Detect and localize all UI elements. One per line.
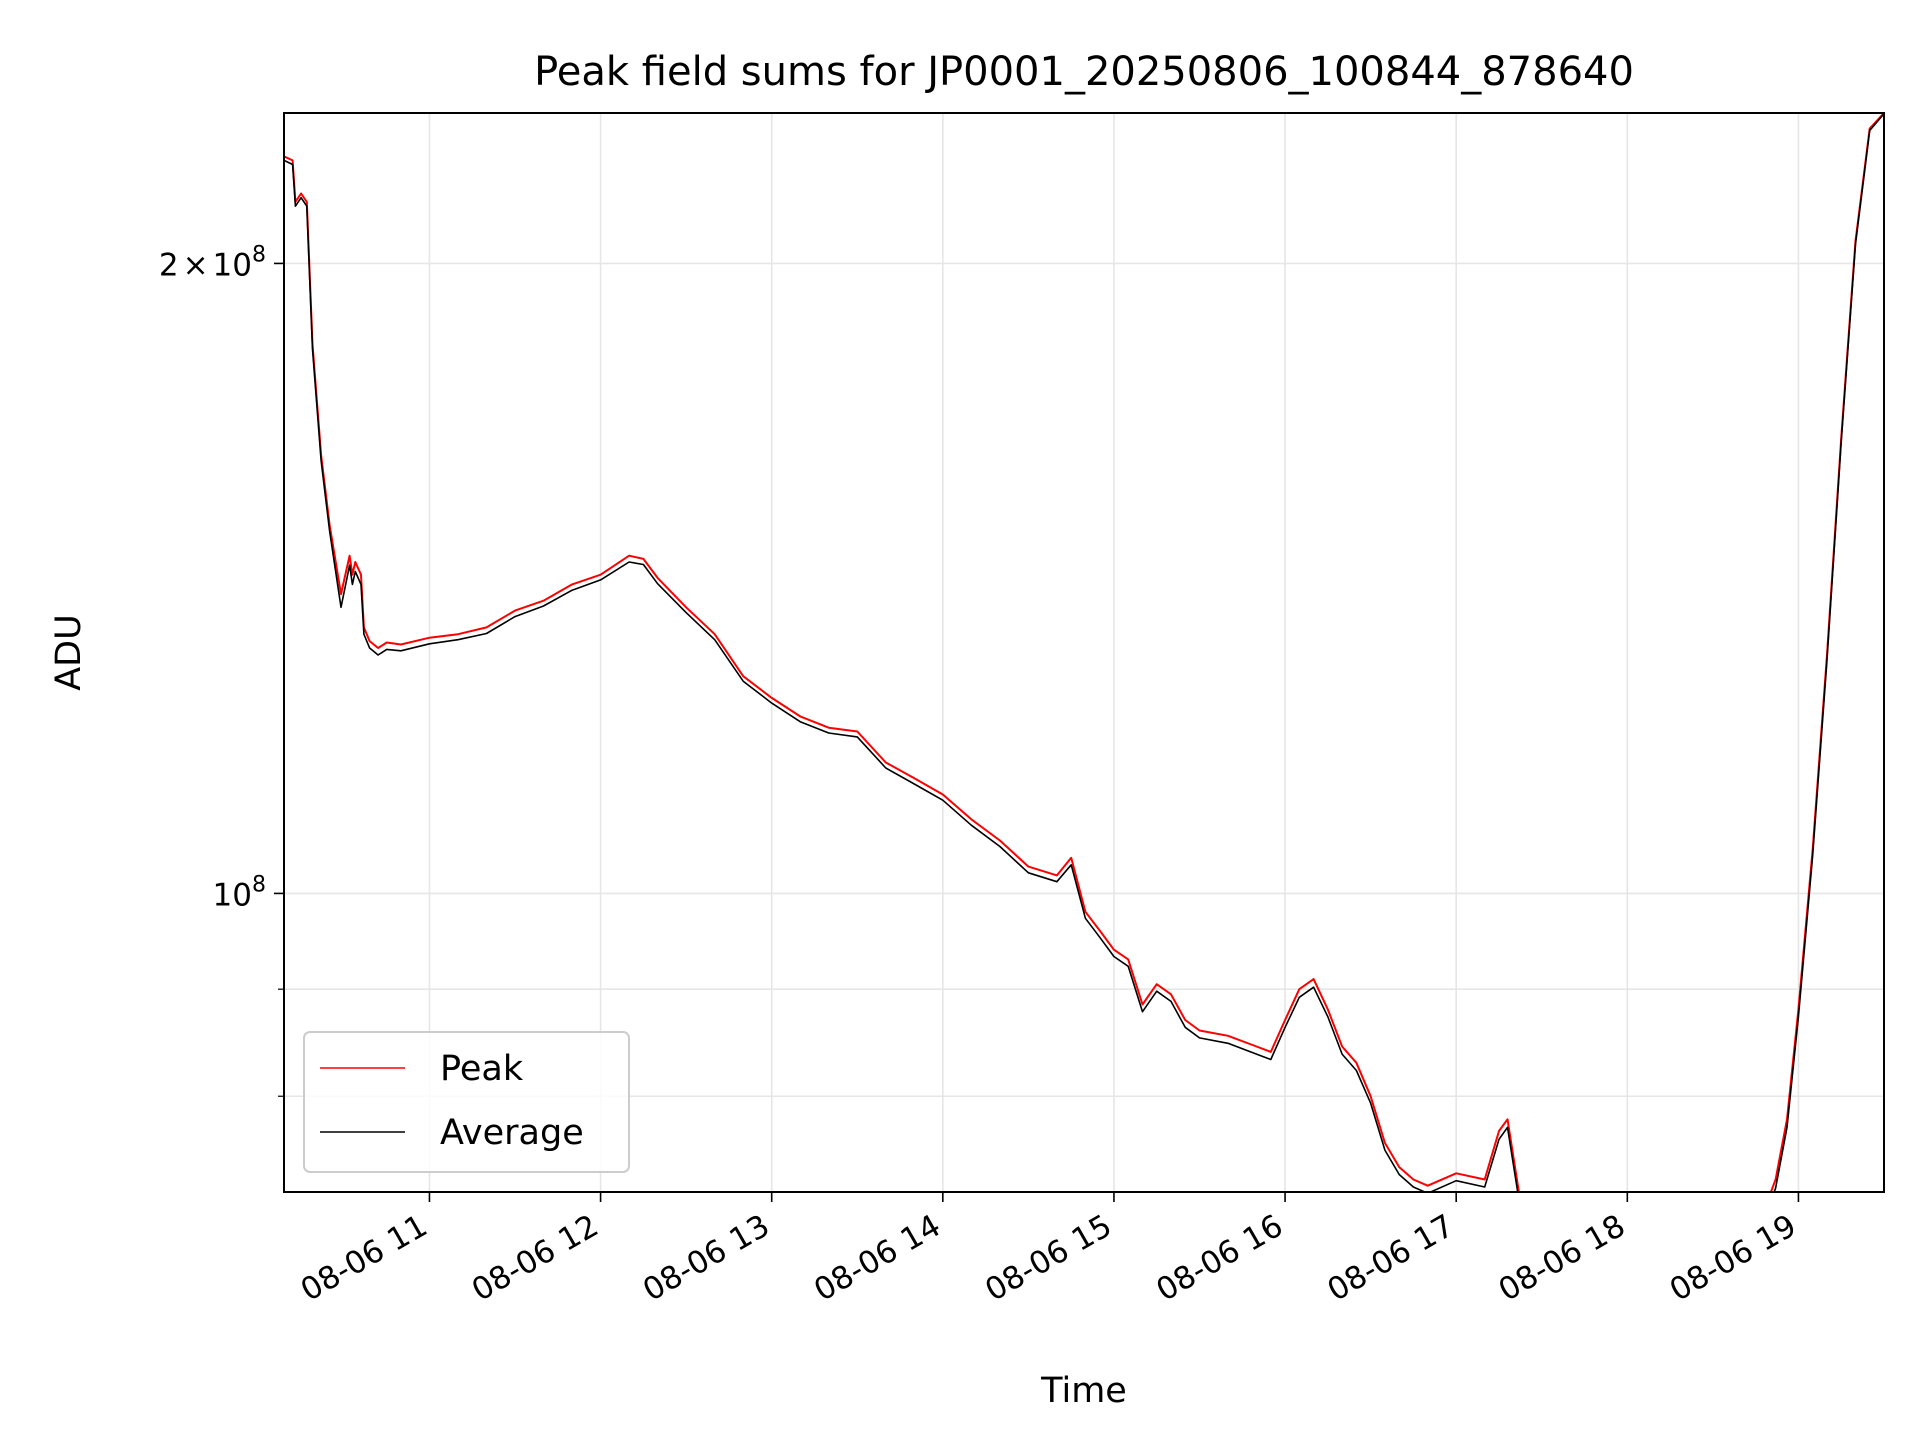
y-axis-label: ADU (49, 614, 89, 691)
series-line-average (284, 113, 1884, 1192)
y-tick-times: × (183, 247, 209, 283)
series-line-peak (284, 113, 1884, 1192)
chart-title: Peak field sums for JP0001_20250806_1008… (534, 49, 1634, 95)
series-layer (284, 113, 1884, 1192)
y-tick-exponent: 8 (252, 872, 266, 897)
y-tick-base: 10 (213, 247, 252, 283)
plot-frame (283, 112, 1885, 1193)
y-tick-label: 108 (213, 872, 266, 913)
y-tick-base: 10 (213, 877, 252, 913)
legend-label-peak: Peak (440, 1049, 524, 1089)
legend: Peak Average (303, 1031, 630, 1173)
x-axis-label: Time (1040, 1371, 1127, 1411)
y-tick-label: 2 × 108 (159, 242, 266, 283)
y-tick-exponent: 8 (252, 242, 266, 267)
legend-label-average: Average (440, 1113, 584, 1153)
y-tick-mantissa: 2 (159, 247, 179, 283)
legend-box (303, 1031, 630, 1173)
